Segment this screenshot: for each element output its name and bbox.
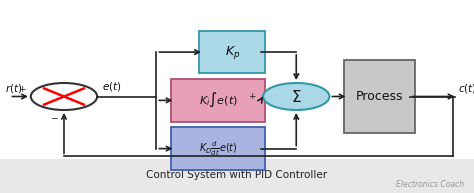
FancyBboxPatch shape <box>199 31 265 73</box>
Text: $K_p$: $K_p$ <box>225 44 240 61</box>
Text: $-$: $-$ <box>50 112 58 121</box>
Bar <box>0 159 474 193</box>
Text: +: + <box>248 92 256 101</box>
Text: +: + <box>18 85 25 94</box>
Text: $e(t)$: $e(t)$ <box>102 80 121 93</box>
Circle shape <box>263 83 329 110</box>
Text: $c(t)$: $c(t)$ <box>458 82 474 95</box>
Circle shape <box>31 83 97 110</box>
Text: $r(t)$: $r(t)$ <box>5 82 22 95</box>
Text: +: + <box>292 114 300 123</box>
FancyBboxPatch shape <box>171 127 265 170</box>
Text: $K_i \int e(t)$: $K_i \int e(t)$ <box>199 91 237 109</box>
Text: +: + <box>292 70 300 79</box>
Text: Electronics Coach: Electronics Coach <box>396 180 465 189</box>
Text: Process: Process <box>356 90 403 103</box>
Text: $\Sigma$: $\Sigma$ <box>291 89 301 104</box>
FancyBboxPatch shape <box>344 60 415 133</box>
FancyBboxPatch shape <box>171 79 265 122</box>
Text: $K_D \frac{d}{dt} e(t)$: $K_D \frac{d}{dt} e(t)$ <box>199 140 237 158</box>
Text: Control System with PID Controller: Control System with PID Controller <box>146 170 328 180</box>
